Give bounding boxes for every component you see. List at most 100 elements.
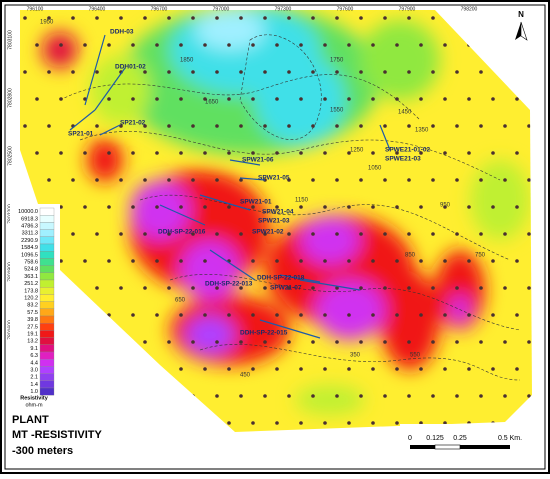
station bbox=[431, 286, 435, 290]
station bbox=[383, 394, 387, 398]
station bbox=[47, 124, 51, 128]
station bbox=[407, 124, 411, 128]
station bbox=[95, 70, 99, 74]
legend-label: 363.1 bbox=[24, 274, 38, 280]
station bbox=[119, 16, 123, 20]
station bbox=[443, 97, 447, 101]
legend-label: 39.8 bbox=[27, 317, 38, 323]
station bbox=[299, 421, 303, 425]
northing-label: 7802500 bbox=[7, 146, 13, 166]
contour-label: 1350 bbox=[415, 128, 429, 134]
borehole-label: SPWE21-01-02 bbox=[385, 147, 431, 154]
station bbox=[191, 16, 195, 20]
legend-label: 10000.0 bbox=[18, 209, 38, 215]
station bbox=[467, 97, 471, 101]
station bbox=[179, 313, 183, 317]
station bbox=[383, 286, 387, 290]
station bbox=[311, 232, 315, 236]
contour-label: 1250 bbox=[350, 148, 364, 154]
station bbox=[71, 178, 75, 182]
legend-title: Resistivity bbox=[20, 395, 48, 401]
legend-label: 1096.5 bbox=[21, 252, 38, 258]
station bbox=[155, 43, 159, 47]
station bbox=[467, 151, 471, 155]
station bbox=[311, 340, 315, 344]
station bbox=[455, 394, 459, 398]
station bbox=[491, 205, 495, 209]
legend-swatch bbox=[39, 251, 55, 259]
station bbox=[335, 70, 339, 74]
contour-label: 1850 bbox=[180, 58, 194, 64]
station bbox=[503, 232, 507, 236]
station bbox=[443, 421, 447, 425]
station bbox=[83, 151, 87, 155]
station bbox=[155, 205, 159, 209]
station bbox=[287, 70, 291, 74]
station bbox=[347, 421, 351, 425]
station bbox=[311, 286, 315, 290]
station bbox=[479, 340, 483, 344]
station bbox=[215, 124, 219, 128]
station bbox=[395, 97, 399, 101]
station bbox=[47, 16, 51, 20]
station bbox=[179, 367, 183, 371]
drill-traces bbox=[69, 34, 391, 339]
station bbox=[347, 367, 351, 371]
station bbox=[35, 151, 39, 155]
station bbox=[227, 313, 231, 317]
station bbox=[143, 124, 147, 128]
station bbox=[167, 286, 171, 290]
station bbox=[515, 205, 519, 209]
station bbox=[287, 232, 291, 236]
station bbox=[263, 394, 267, 398]
station bbox=[71, 232, 75, 236]
legend-swatch bbox=[39, 351, 55, 360]
station bbox=[227, 367, 231, 371]
station bbox=[323, 259, 327, 263]
station bbox=[371, 259, 375, 263]
contour-label: 850 bbox=[405, 253, 416, 259]
station bbox=[335, 124, 339, 128]
station bbox=[311, 178, 315, 182]
legend-swatch bbox=[39, 258, 55, 266]
station bbox=[203, 151, 207, 155]
borehole-label: DDH-SP-22-018 bbox=[257, 275, 305, 282]
station bbox=[167, 340, 171, 344]
legend-label: 1.4 bbox=[30, 382, 38, 388]
easting-label: 797600 bbox=[337, 6, 354, 12]
station bbox=[407, 286, 411, 290]
station bbox=[107, 97, 111, 101]
station bbox=[527, 232, 531, 236]
station bbox=[203, 205, 207, 209]
legend-label: 758.6 bbox=[24, 259, 38, 265]
station bbox=[227, 43, 231, 47]
legend-label: 524.8 bbox=[24, 267, 38, 273]
station bbox=[443, 313, 447, 317]
station bbox=[443, 43, 447, 47]
contour-label: 650 bbox=[175, 298, 186, 304]
station bbox=[395, 259, 399, 263]
legend-label: 27.5 bbox=[27, 324, 38, 330]
station bbox=[323, 151, 327, 155]
station bbox=[407, 340, 411, 344]
legend-swatch bbox=[39, 373, 55, 381]
station bbox=[455, 70, 459, 74]
station bbox=[299, 313, 303, 317]
station bbox=[311, 394, 315, 398]
scale-label: 0 bbox=[408, 435, 412, 442]
legend-swatch bbox=[39, 215, 55, 223]
station bbox=[215, 178, 219, 182]
contour-label: 1150 bbox=[295, 198, 309, 204]
station bbox=[359, 16, 363, 20]
station bbox=[491, 97, 495, 101]
station bbox=[431, 232, 435, 236]
legend-label: 2.1 bbox=[30, 375, 38, 381]
station bbox=[407, 16, 411, 20]
station bbox=[167, 232, 171, 236]
station bbox=[239, 340, 243, 344]
station bbox=[419, 313, 423, 317]
station bbox=[23, 16, 27, 20]
station bbox=[251, 43, 255, 47]
station bbox=[131, 313, 135, 317]
